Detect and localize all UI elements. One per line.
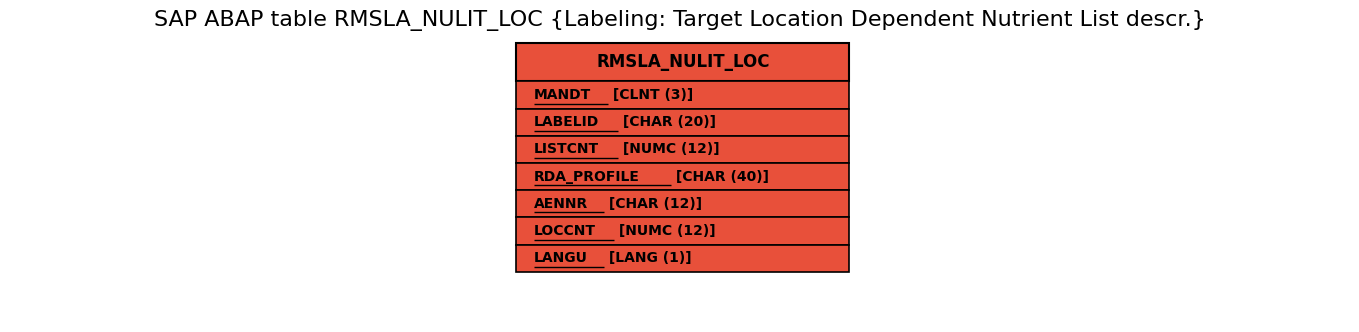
Text: LOCCNT: LOCCNT [534, 224, 597, 238]
Text: RDA_PROFILE: RDA_PROFILE [534, 170, 640, 184]
Text: LABELID: LABELID [534, 115, 599, 129]
Text: [LANG (1)]: [LANG (1)] [603, 251, 692, 265]
Text: LISTCNT: LISTCNT [534, 142, 599, 156]
Text: [NUMC (12)]: [NUMC (12)] [618, 142, 720, 156]
FancyBboxPatch shape [516, 163, 849, 190]
FancyBboxPatch shape [516, 136, 849, 163]
FancyBboxPatch shape [516, 43, 849, 81]
Text: RMSLA_NULIT_LOC: RMSLA_NULIT_LOC [597, 53, 769, 71]
Text: LANGU: LANGU [534, 251, 588, 265]
FancyBboxPatch shape [516, 109, 849, 136]
Text: [CHAR (20)]: [CHAR (20)] [618, 115, 716, 129]
Text: [CHAR (12)]: [CHAR (12)] [605, 197, 703, 211]
FancyBboxPatch shape [516, 245, 849, 272]
FancyBboxPatch shape [516, 217, 849, 245]
Text: [CHAR (40)]: [CHAR (40)] [671, 170, 769, 184]
Text: [CLNT (3)]: [CLNT (3)] [607, 88, 693, 102]
Text: SAP ABAP table RMSLA_NULIT_LOC {Labeling: Target Location Dependent Nutrient Lis: SAP ABAP table RMSLA_NULIT_LOC {Labeling… [154, 10, 1205, 31]
Text: [NUMC (12)]: [NUMC (12)] [614, 224, 716, 238]
Text: MANDT: MANDT [534, 88, 591, 102]
FancyBboxPatch shape [516, 81, 849, 109]
FancyBboxPatch shape [516, 190, 849, 217]
Text: AENNR: AENNR [534, 197, 588, 211]
